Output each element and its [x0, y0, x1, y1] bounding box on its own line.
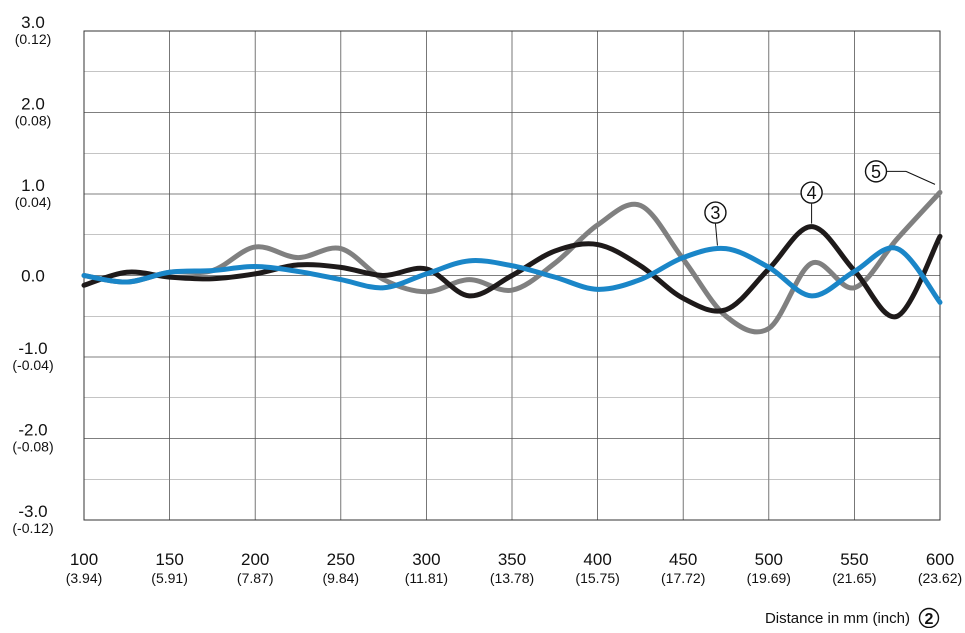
x-tick: 450(17.72): [661, 550, 705, 586]
y-tick: 0.0: [21, 267, 45, 286]
y-tick-sublabel: (-0.08): [12, 439, 53, 455]
x-tick-sublabel: (19.69): [747, 570, 791, 586]
x-axis-title-marker: 2: [925, 611, 934, 628]
callout-circle: [864, 160, 888, 183]
series-line-3: [81, 245, 943, 305]
series-callout-5: 5: [864, 160, 936, 185]
x-tick: 350(13.78): [490, 550, 534, 586]
y-tick-label: 2.0: [21, 95, 45, 114]
x-tick-sublabel: (21.65): [832, 570, 876, 586]
x-tick-sublabel: (5.91): [151, 570, 188, 586]
x-tick: 300(11.81): [405, 550, 448, 586]
series-group: [81, 189, 943, 335]
y-tick: -2.0(-0.08): [12, 421, 53, 455]
x-tick-sublabel: (7.87): [237, 570, 274, 586]
x-tick: 250(9.84): [323, 550, 360, 586]
y-tick: 2.0(0.08): [15, 95, 52, 129]
y-tick: 1.0(0.04): [15, 176, 52, 210]
x-tick-label: 200: [241, 550, 269, 569]
x-tick-label: 550: [840, 550, 868, 569]
x-tick: 400(15.75): [575, 550, 619, 586]
x-tick: 150(5.91): [151, 550, 188, 586]
y-tick-label: 3.0: [21, 13, 45, 32]
x-tick-label: 600: [926, 550, 954, 569]
y-tick-label: 0.0: [21, 267, 45, 286]
series-line-4: [81, 224, 943, 320]
y-tick-sublabel: (0.04): [15, 194, 52, 210]
series-line-5: [81, 189, 943, 335]
callout-circle: [704, 201, 727, 224]
callout-circle: [800, 181, 823, 204]
y-tick: 3.0(0.12): [15, 13, 52, 47]
y-tick: -3.0(-0.12): [12, 502, 53, 536]
x-axis-ticks: 100(3.94)150(5.91)200(7.87)250(9.84)300(…: [66, 550, 962, 586]
x-tick: 550(21.65): [832, 550, 876, 586]
x-tick: 500(19.69): [747, 550, 791, 586]
y-tick-sublabel: (0.12): [15, 31, 52, 47]
x-tick-label: 400: [583, 550, 611, 569]
x-tick-label: 350: [498, 550, 526, 569]
x-tick-sublabel: (3.94): [66, 570, 103, 586]
callout-leader: [905, 170, 936, 185]
x-tick: 100(3.94): [66, 550, 103, 586]
x-tick-sublabel: (17.72): [661, 570, 705, 586]
x-tick-sublabel: (15.75): [575, 570, 619, 586]
y-tick-label: 1.0: [21, 176, 45, 195]
x-tick-sublabel: (11.81): [405, 570, 448, 586]
series-callouts: 3 4 5: [704, 160, 936, 246]
x-tick-label: 300: [412, 550, 440, 569]
x-tick-label: 250: [327, 550, 355, 569]
x-tick: 200(7.87): [237, 550, 274, 586]
callout-number: 5: [871, 162, 881, 182]
series-callout-3: 3: [704, 201, 727, 246]
y-tick-label: -1.0: [18, 339, 47, 358]
x-tick-label: 150: [155, 550, 183, 569]
y-axis-ticks: 3.0(0.12) 2.0(0.08) 1.0(0.04) 0.0 -1.0(-0.04…: [12, 13, 53, 536]
x-tick-label: 100: [70, 550, 98, 569]
x-tick-sublabel: (13.78): [490, 570, 534, 586]
y-tick-label: -2.0: [18, 421, 47, 440]
y-tick-sublabel: (-0.12): [12, 520, 53, 536]
x-axis-title-group: Distance in mm (inch) 2: [765, 607, 940, 629]
y-tick-sublabel: (-0.04): [12, 357, 53, 373]
x-tick-sublabel: (23.62): [918, 570, 962, 586]
x-tick-label: 500: [755, 550, 783, 569]
callout-number: 4: [807, 183, 817, 203]
series-callout-4: 4: [800, 181, 823, 224]
x-tick-sublabel: (9.84): [323, 570, 360, 586]
x-axis-title: Distance in mm (inch): [765, 610, 910, 627]
x-tick: 600(23.62): [918, 550, 962, 586]
callout-leader: [714, 223, 718, 246]
y-tick-label: -3.0: [18, 502, 47, 521]
y-tick: -1.0(-0.04): [12, 339, 53, 373]
x-tick-label: 450: [669, 550, 697, 569]
callout-number: 3: [710, 203, 720, 223]
y-tick-sublabel: (0.08): [15, 113, 52, 129]
